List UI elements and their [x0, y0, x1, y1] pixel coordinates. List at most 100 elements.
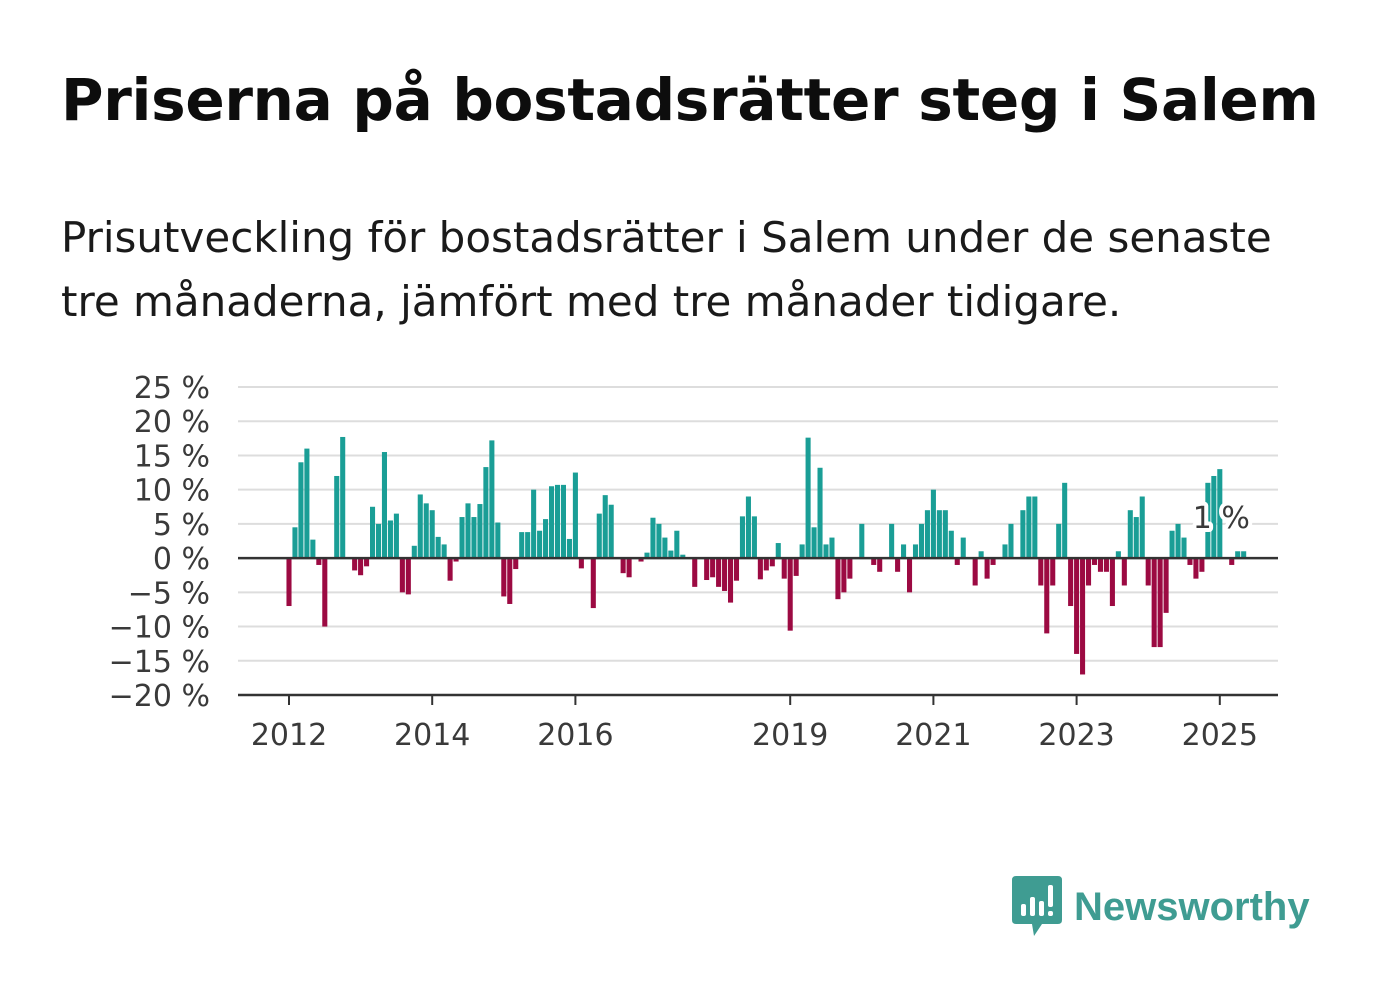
- bar-positive: [1235, 551, 1241, 559]
- bar-negative: [1193, 558, 1199, 579]
- x-tick-label: 2012: [251, 718, 327, 753]
- bar-positive: [924, 510, 930, 559]
- bar-positive: [650, 517, 656, 559]
- y-tick-label: −20 %: [109, 679, 210, 714]
- bar-positive: [1115, 551, 1121, 559]
- bar-positive: [483, 467, 489, 559]
- gridlines: [238, 386, 1278, 662]
- bar-positive: [387, 520, 393, 559]
- bar-positive: [602, 495, 608, 559]
- bar-negative: [692, 558, 698, 587]
- bar-positive: [936, 510, 942, 559]
- bar-positive: [465, 503, 471, 559]
- bar-positive: [1169, 530, 1175, 559]
- bar-negative: [847, 558, 853, 579]
- bar-positive: [423, 503, 429, 559]
- bar-positive: [596, 513, 602, 559]
- bar-positive: [662, 537, 668, 559]
- bar-negative: [835, 558, 841, 600]
- bar-positive: [775, 543, 781, 559]
- bar-negative: [1038, 558, 1044, 586]
- bar-positive: [918, 523, 925, 559]
- y-tick-label: −10 %: [109, 611, 210, 646]
- bar-positive: [543, 519, 549, 559]
- bar-positive: [495, 522, 501, 559]
- bar-negative: [578, 558, 584, 569]
- bar-positive: [1056, 523, 1062, 559]
- bar-positive: [310, 539, 316, 559]
- bar-negative: [1199, 558, 1205, 572]
- bar-negative: [781, 558, 787, 579]
- bar-negative: [1085, 558, 1092, 586]
- bar-positive: [644, 552, 650, 559]
- bar-negative: [507, 558, 513, 604]
- bar-positive: [548, 486, 555, 559]
- bar-positive: [1133, 517, 1139, 559]
- bar-positive: [566, 538, 572, 559]
- bar-negative: [626, 558, 632, 578]
- bar-negative: [733, 558, 740, 581]
- y-tick-label: −5 %: [128, 576, 210, 611]
- y-tick-label: 15 %: [134, 439, 210, 474]
- bar-negative: [620, 558, 626, 574]
- bar-positive: [369, 506, 376, 559]
- bar-positive: [942, 510, 948, 559]
- bar-negative: [793, 558, 799, 576]
- bar-positive: [817, 467, 823, 559]
- y-tick-label: −15 %: [109, 645, 210, 680]
- bar-positive: [930, 489, 936, 559]
- bar-positive: [656, 523, 662, 559]
- bar-positive: [441, 544, 447, 559]
- bar-positive: [435, 536, 441, 559]
- bar-negative: [984, 558, 990, 579]
- bar-negative: [763, 558, 769, 571]
- bar-negative: [286, 558, 292, 607]
- bar-negative: [1145, 558, 1151, 586]
- bar-negative: [1103, 558, 1109, 572]
- bar-negative: [513, 558, 519, 570]
- bar-positive: [680, 554, 686, 559]
- bar-negative: [399, 558, 405, 593]
- bar-negative: [841, 558, 847, 593]
- bar-positive: [745, 496, 751, 559]
- bar-positive: [1062, 482, 1068, 559]
- bar-negative: [871, 558, 877, 565]
- bar-negative: [638, 558, 644, 562]
- annotations: 1 %: [1189, 497, 1254, 540]
- bar-positive: [531, 489, 537, 559]
- bar-positive: [334, 475, 340, 559]
- bar-positive: [960, 537, 966, 559]
- bar-positive: [537, 530, 543, 559]
- bar-positive: [1032, 496, 1038, 559]
- bar-positive: [429, 510, 435, 559]
- bar-negative: [906, 558, 913, 593]
- bar-positive: [554, 484, 561, 559]
- bar-positive: [805, 437, 811, 559]
- bar-negative: [405, 558, 411, 595]
- bar-positive: [859, 523, 865, 559]
- bar-positive: [1241, 551, 1247, 559]
- bar-positive: [1008, 523, 1014, 559]
- y-tick-label: 0 %: [153, 542, 210, 577]
- bar-positive: [519, 532, 525, 559]
- x-tick-label: 2019: [752, 718, 828, 753]
- bar-positive: [459, 517, 465, 559]
- bar-negative: [1121, 558, 1127, 586]
- bar-negative: [453, 558, 459, 562]
- bar-positive: [1139, 496, 1145, 559]
- x-tick-label: 2016: [537, 718, 613, 753]
- y-tick-label: 5 %: [153, 508, 210, 543]
- bar-negative: [501, 558, 507, 597]
- bar-negative: [895, 558, 901, 572]
- bar-positive: [489, 440, 495, 559]
- y-tick-label: 25 %: [134, 371, 210, 406]
- bar-positive: [1026, 496, 1032, 559]
- brand-logo: Newsworthy: [1012, 876, 1310, 938]
- bar-positive: [340, 436, 346, 559]
- bar-positive: [799, 544, 805, 559]
- bar-negative: [352, 558, 358, 571]
- axes: 25 %20 %15 %10 %5 %0 %−5 %−10 %−15 %−20 …: [109, 371, 1278, 753]
- bar-positive: [823, 544, 829, 559]
- bar-negative: [447, 558, 453, 581]
- bar-negative: [1050, 558, 1056, 586]
